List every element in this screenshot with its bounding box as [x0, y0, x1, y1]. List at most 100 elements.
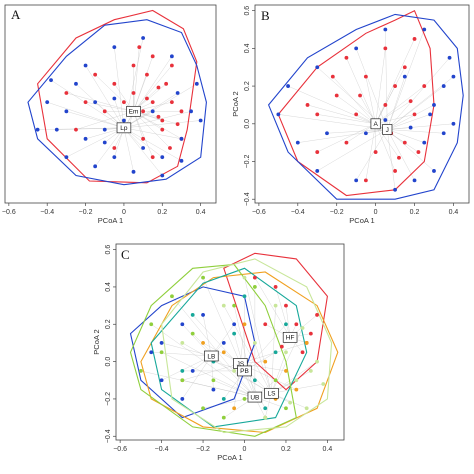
point-ub: [252, 285, 257, 289]
spoke-line: [123, 127, 163, 176]
point-lp: [83, 63, 88, 68]
panel-a: A −0.6 −0.4 −0.2 0 0.2 0.4 PCoA 1 Em Lp: [2, 4, 217, 225]
x-tick-label: −0.2: [79, 209, 93, 216]
point-a: [315, 112, 320, 117]
point-lb: [180, 322, 185, 327]
point-lp: [64, 155, 69, 160]
spoke-line: [297, 129, 388, 143]
centroid-pb: PB: [237, 365, 252, 377]
y-tick-label: −0.2: [244, 155, 251, 169]
point-ub: [190, 331, 195, 336]
point-em: [150, 54, 155, 59]
point-lb: [190, 369, 195, 373]
x-tick-label: 0.2: [157, 209, 167, 216]
spoke-line: [66, 127, 125, 158]
spoke-line: [240, 342, 307, 364]
point-a: [330, 74, 335, 79]
point-j: [422, 27, 427, 32]
centroid-label: UB: [250, 394, 259, 401]
point-a: [383, 103, 388, 107]
point-ub: [180, 378, 185, 383]
point-pb: [273, 350, 278, 355]
spoke-line: [133, 56, 153, 112]
y-tick-label: −0.4: [105, 429, 112, 443]
centroid-label: LS: [267, 391, 276, 398]
x-tick-label: −0.2: [330, 209, 344, 216]
point-js: [263, 359, 268, 364]
point-j: [383, 118, 388, 122]
plot-area: Em Lp: [27, 9, 207, 186]
point-js: [232, 406, 237, 411]
centroid-ls: LS: [264, 387, 279, 399]
point-lp: [160, 173, 165, 178]
centroid-box: [370, 118, 381, 130]
point-em: [164, 81, 169, 86]
point-ls: [321, 382, 326, 386]
centroid-box: [126, 105, 141, 117]
point-j: [363, 131, 368, 136]
spoke-line: [387, 129, 425, 143]
x-tick-label: 0.2: [410, 209, 420, 216]
x-tick-label: 0.4: [196, 209, 206, 216]
point-em: [169, 63, 174, 68]
point-j: [325, 131, 329, 136]
point-j: [408, 125, 413, 130]
point-em: [145, 72, 149, 77]
point-a: [393, 169, 397, 173]
centroid-label: Em: [129, 109, 139, 116]
point-em: [112, 146, 117, 150]
point-j: [383, 27, 388, 32]
y-tick-label: 0.0: [105, 357, 112, 367]
y-tick-label: 0.0: [244, 119, 251, 129]
spoke-line: [356, 48, 388, 130]
y-tick-label: 0.4: [244, 43, 251, 53]
plot-area: AJ: [267, 9, 464, 200]
spoke-line: [244, 277, 272, 394]
x-tick-label: 0: [122, 209, 126, 216]
point-pb: [232, 331, 237, 336]
point-lb: [159, 341, 164, 345]
spoke-line: [254, 277, 291, 338]
panel-letter: C: [121, 247, 130, 262]
spoke-line: [75, 111, 134, 130]
point-em: [156, 85, 161, 90]
point-lp: [45, 100, 50, 105]
spoke-line: [275, 286, 291, 338]
spoke-line: [114, 47, 125, 128]
point-lp: [175, 91, 180, 95]
point-em: [160, 118, 165, 123]
point-ls: [294, 378, 299, 383]
point-j: [451, 74, 456, 79]
x-axis-label: PCoA 1: [217, 453, 242, 462]
point-lb: [221, 341, 226, 345]
spoke-line: [161, 342, 212, 357]
centroid-box: [247, 391, 263, 403]
point-lp: [112, 96, 117, 101]
panel-b: B−0.6 −0.4 −0.2 0 0.2 0.4−0.4−0.20.00.20.40.6…: [231, 4, 470, 225]
point-lp: [102, 140, 107, 145]
spoke-line: [317, 129, 388, 172]
point-ub: [232, 303, 237, 308]
spoke-line: [271, 305, 276, 394]
x-tick-label: 0: [243, 446, 247, 453]
spoke-line: [95, 74, 134, 112]
x-axis-label: PCoA 1: [349, 216, 374, 225]
spoke-line: [133, 111, 171, 149]
spoke-line: [95, 127, 125, 167]
point-a: [412, 37, 417, 41]
point-pb: [221, 397, 226, 401]
hull-ub: [129, 263, 297, 437]
point-j: [432, 103, 436, 107]
point-em: [102, 109, 107, 114]
y-axis-label: PCoA 2: [231, 91, 240, 116]
point-lb: [180, 397, 185, 401]
point-js: [221, 350, 226, 355]
point-a: [344, 55, 349, 60]
panel-c: C−0.6 −0.4 −0.2 0 0.2 0.4−0.4−0.20.00.20.40.6…: [92, 243, 345, 462]
centroid-box: [237, 365, 252, 377]
panel-letter: B: [261, 8, 270, 23]
hull-a: [277, 9, 435, 197]
spoke-line: [326, 129, 388, 134]
point-ls: [300, 326, 305, 330]
point-lp: [74, 81, 78, 86]
